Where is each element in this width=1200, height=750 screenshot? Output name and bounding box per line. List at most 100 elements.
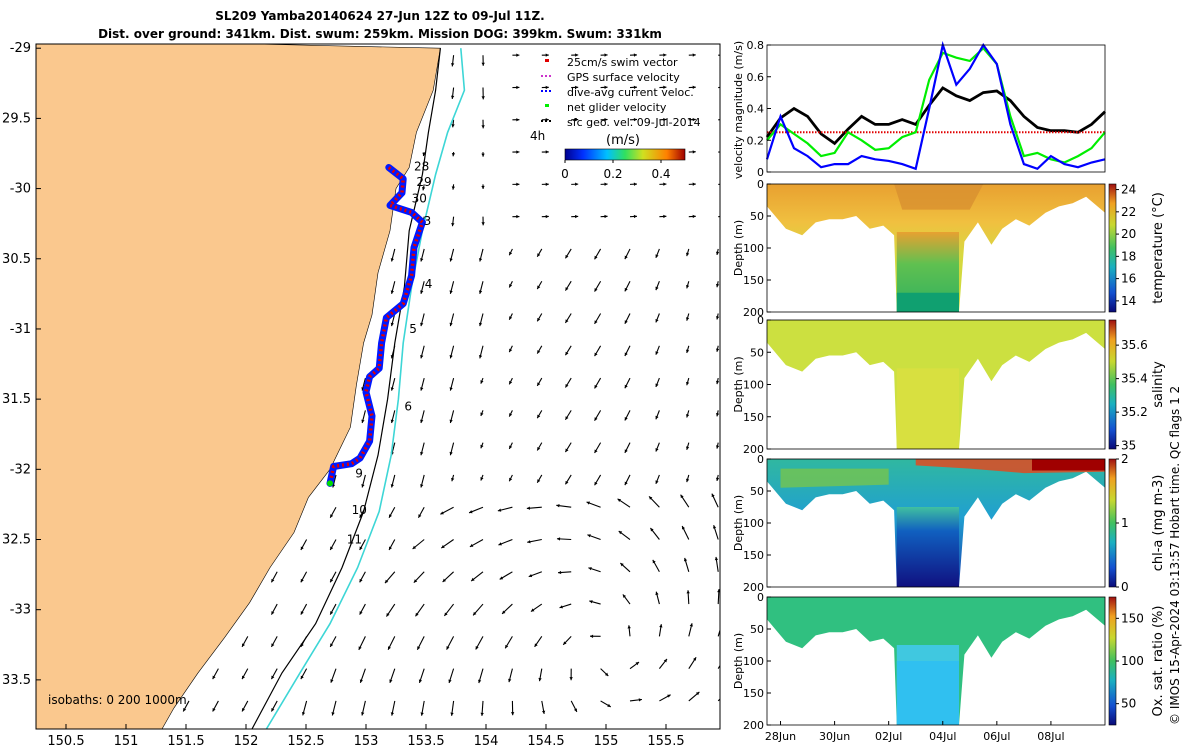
velocity-arrowhead (481, 96, 485, 100)
velocity-arrowhead (575, 214, 579, 219)
y-tick-label: -33 (10, 603, 31, 618)
velocity-arrowhead (420, 258, 424, 262)
isobath-legend: isobaths: 0 200 1000m (48, 693, 187, 707)
velocity-arrowhead (725, 690, 728, 693)
velocity-arrowhead (300, 611, 304, 615)
velocity-arrowhead (331, 712, 335, 716)
velocity-arrowhead (469, 510, 473, 514)
velocity-arrowhead (655, 286, 659, 291)
velocity-arrowhead (480, 477, 484, 481)
velocity-arrowhead (659, 624, 663, 628)
velocity-arrowhead (417, 646, 421, 650)
velocity-arrowhead (618, 531, 623, 535)
velocity-arrowhead (722, 53, 725, 56)
velocity-arrowhead (509, 413, 513, 417)
velocity-arrowhead (451, 186, 456, 190)
velocity-arrowhead (361, 484, 365, 488)
velocity-arrowhead (481, 125, 485, 129)
velocity-arrowhead (480, 412, 484, 416)
velocity-arrowhead (722, 118, 725, 121)
velocity-arrowhead (594, 384, 598, 389)
velocity-arrowhead (386, 613, 390, 617)
velocity-arrowhead (563, 641, 567, 645)
y-tick-label: 30.5 (2, 252, 31, 267)
velocity-arrowhead (421, 187, 426, 191)
velocity-arrowhead (478, 354, 483, 359)
x-tick-label: 150.5 (47, 734, 84, 749)
velocity-arrowhead (655, 318, 659, 323)
velocity-y-tick-label: 0 (757, 166, 764, 179)
velocity-arrowhead (481, 222, 485, 226)
velocity-arrowhead (545, 214, 549, 219)
velocity-arrowhead (622, 594, 627, 598)
velocity-arrowhead (715, 413, 720, 417)
velocity-arrowhead (686, 590, 690, 594)
velocity-arrowhead (692, 214, 696, 219)
velocity-arrowhead (361, 419, 365, 423)
velocity-arrowhead (575, 53, 579, 57)
velocity-arrowhead (420, 419, 424, 423)
velocity-arrowhead (617, 498, 622, 502)
figure-title: SL209 Yamba20140624 27-Jun 12Z to 09-Jul… (215, 9, 545, 23)
cold-bottom (896, 292, 959, 312)
velocity-arrowhead (624, 320, 628, 324)
velocity-arrowhead (692, 53, 696, 57)
colorbar-tick-label: 22 (1121, 205, 1136, 219)
velocity-arrowhead (242, 675, 245, 680)
velocity-arrowhead (478, 322, 483, 327)
velocity-arrowhead (271, 707, 275, 712)
depth-tick-label: 200 (743, 581, 764, 594)
velocity-arrowhead (604, 53, 608, 57)
velocity-arrowhead (418, 514, 422, 518)
colorbar-tick-label: 1 (1121, 516, 1129, 530)
colorbar-label: Ox. sat. ratio (%) (1151, 606, 1166, 717)
velocity-arrowhead (655, 351, 659, 355)
date-tick-label: 04Jul (929, 730, 956, 743)
velocity-arrowhead (627, 625, 631, 629)
legend-swatch (545, 59, 549, 62)
day-label: 10 (352, 503, 367, 517)
velocity-arrowhead (715, 348, 720, 352)
velocity-arrowhead (594, 481, 598, 486)
velocity-arrowhead (384, 579, 389, 584)
velocity-arrowhead (537, 414, 541, 419)
depth-tick-label: 50 (750, 346, 764, 359)
depth-tick-label: 0 (757, 178, 764, 191)
velocity-arrowhead (655, 480, 659, 484)
date-tick-label: 30Jun (819, 730, 850, 743)
velocity-arrowhead (420, 387, 424, 391)
velocity-arrowhead (692, 85, 696, 89)
velocity-arrowhead (449, 258, 453, 262)
velocity-arrowhead (359, 514, 363, 518)
velocity-arrowhead (663, 658, 667, 663)
velocity-series-line (765, 86, 1106, 146)
velocity-arrowhead (565, 383, 569, 388)
velocity-arrowhead (509, 284, 513, 288)
velocity-arrowhead (497, 508, 502, 512)
velocity-arrowhead (685, 414, 690, 418)
velocity-arrowhead (565, 254, 569, 259)
section-core (896, 368, 959, 449)
x-tick-label: 153 (354, 734, 379, 749)
velocity-arrowhead (502, 610, 506, 614)
velocity-arrowhead (586, 501, 591, 505)
velocity-arrowhead (475, 645, 479, 650)
velocity-arrowhead (359, 546, 363, 551)
legend-label: sfc geo. vel. 09-Jul-2014 (567, 116, 701, 129)
velocity-arrowhead (575, 117, 579, 122)
velocity-series (765, 40, 1106, 171)
legend-label: net glider velocity (567, 101, 667, 114)
velocity-arrowhead (449, 354, 453, 359)
colorbar-tick-label: 14 (1121, 294, 1136, 308)
velocity-arrowhead (481, 62, 485, 66)
velocity-arrowhead (624, 417, 628, 421)
velocity-arrowhead (604, 672, 609, 676)
velocity-arrowhead (589, 600, 593, 604)
velocity-arrowhead (300, 675, 304, 680)
velocity-arrowhead (387, 646, 391, 650)
depth-tick-label: 50 (750, 485, 764, 498)
velocity-arrowhead (594, 449, 598, 453)
depth-tick-label: 50 (750, 210, 764, 223)
velocity-arrowhead (620, 563, 624, 567)
velocity-arrowhead (359, 679, 364, 683)
